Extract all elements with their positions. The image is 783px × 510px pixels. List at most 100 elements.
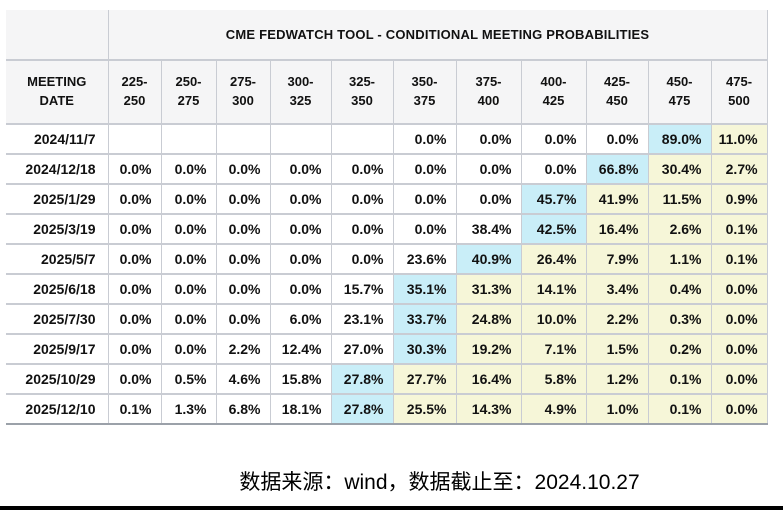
probability-cell: 30.3%: [392, 333, 457, 365]
probability-cell: 0.0%: [710, 303, 768, 335]
probability-cell: 0.3%: [647, 303, 712, 335]
header-line2: 325: [289, 93, 312, 108]
probability-cell: 7.1%: [520, 333, 587, 365]
header-line2: 425: [542, 93, 565, 108]
probability-cell: 0.1%: [647, 393, 712, 425]
probability-cell: [160, 123, 217, 155]
probability-cell: 19.2%: [455, 333, 522, 365]
meeting-date-cell: 2025/12/10: [6, 393, 109, 425]
probability-cell: 27.0%: [330, 333, 394, 365]
table-title: CME FEDWATCH TOOL - CONDITIONAL MEETING …: [107, 10, 768, 61]
probability-cell: 0.0%: [455, 123, 522, 155]
probability-cell: 0.4%: [647, 273, 712, 305]
probability-cell: 2.2%: [215, 333, 271, 365]
header-line1: 275-: [229, 74, 257, 90]
rate-range-header: 275- 300: [215, 59, 271, 125]
probability-cell: 0.0%: [215, 243, 271, 275]
probability-cell: 0.0%: [107, 183, 162, 215]
probability-cell: 1.0%: [585, 393, 649, 425]
probability-cell: [107, 123, 162, 155]
rate-range-header: 325- 350: [330, 59, 394, 125]
header-line1: 225-: [121, 74, 148, 90]
probability-cell: 0.0%: [107, 243, 162, 275]
probability-cell: 25.5%: [392, 393, 457, 425]
meeting-date-cell: 2025/3/19: [6, 213, 109, 245]
probability-cell: 0.0%: [107, 273, 162, 305]
probability-cell: 41.9%: [585, 183, 649, 215]
meeting-date-cell: 2025/9/17: [6, 333, 109, 365]
probability-cell: 0.0%: [269, 273, 332, 305]
header-line1: 325-: [348, 74, 376, 90]
table-row: 2024/12/18 0.0% 0.0% 0.0% 0.0% 0.0% 0.0% 0.0% 0.…: [6, 153, 768, 185]
probability-cell: 14.3%: [455, 393, 522, 425]
probability-cell: 0.1%: [107, 393, 162, 425]
table-row: 2025/5/7 0.0% 0.0% 0.0% 0.0% 0.0% 23.6% 40.9% 26…: [6, 243, 768, 275]
probability-cell: 7.9%: [585, 243, 649, 275]
probability-cell: 10.0%: [520, 303, 587, 335]
probability-cell: 18.1%: [269, 393, 332, 425]
probability-cell: 0.0%: [392, 153, 457, 185]
meeting-date-cell: 2024/11/7: [6, 123, 109, 155]
probability-cell: 0.0%: [160, 243, 217, 275]
probability-cell: 1.3%: [160, 393, 217, 425]
meeting-date-cell: 2025/10/29: [6, 363, 109, 395]
probability-cell: 11.0%: [710, 123, 768, 155]
probability-cell: 0.0%: [215, 153, 271, 185]
probability-cell: 35.1%: [392, 273, 457, 305]
probability-cell: 0.0%: [107, 213, 162, 245]
probability-cell: 0.0%: [215, 273, 271, 305]
probability-cell: 89.0%: [647, 123, 712, 155]
probability-cell: 0.0%: [107, 303, 162, 335]
header-line1: 450-: [666, 74, 693, 90]
header-line2: 450: [606, 93, 628, 108]
probability-cell: 0.0%: [330, 213, 394, 245]
probability-cell: 0.0%: [330, 183, 394, 215]
probability-cell: 31.3%: [455, 273, 522, 305]
probability-cell: 0.0%: [160, 273, 217, 305]
probability-cell: 0.0%: [455, 153, 522, 185]
probability-cell: 4.9%: [520, 393, 587, 425]
probability-cell: 0.0%: [160, 333, 217, 365]
probability-cell: 0.0%: [107, 333, 162, 365]
probability-cell: 0.0%: [710, 393, 768, 425]
probability-cell: 0.0%: [330, 243, 394, 275]
probability-cell: 4.6%: [215, 363, 271, 395]
header-line2: 475: [668, 93, 691, 108]
probability-cell: 6.0%: [269, 303, 332, 335]
probability-cell: 2.7%: [710, 153, 768, 185]
rate-range-header: 375- 400: [455, 59, 522, 125]
probability-cell: 45.7%: [520, 183, 587, 215]
probability-cell: 16.4%: [585, 213, 649, 245]
header-line2: 375: [413, 93, 436, 108]
table-head: CME FEDWATCH TOOL - CONDITIONAL MEETING …: [6, 10, 768, 125]
data-source-note: 数据来源：wind，数据截止至：2024.10.27: [239, 471, 640, 494]
probability-cell: 27.8%: [330, 393, 394, 425]
probability-cell: 0.0%: [160, 153, 217, 185]
probability-cell: 24.8%: [455, 303, 522, 335]
probability-cell: 27.8%: [330, 363, 394, 395]
probability-cell: [330, 123, 394, 155]
probability-cell: 0.0%: [710, 273, 768, 305]
meeting-date-cell: 2025/5/7: [6, 243, 109, 275]
rate-range-header: 475- 500: [710, 59, 768, 125]
table-row: 2025/12/10 0.1% 1.3% 6.8% 18.1% 27.8% 25.5% 14.…: [6, 393, 768, 425]
header-line2: 350: [351, 93, 373, 108]
probability-cell: 0.0%: [392, 183, 457, 215]
meeting-date-header: MEETING DATE: [6, 59, 109, 125]
fedwatch-table-container: CME FEDWATCH TOOL - CONDITIONAL MEETING …: [6, 10, 768, 425]
probability-cell: 0.0%: [215, 183, 271, 215]
probability-cell: 0.0%: [107, 153, 162, 185]
probability-cell: 0.9%: [710, 183, 768, 215]
meeting-date-cell: 2025/1/29: [6, 183, 109, 215]
probability-cell: 12.4%: [269, 333, 332, 365]
probability-cell: 1.1%: [647, 243, 712, 275]
probability-cell: 14.1%: [520, 273, 587, 305]
probability-cell: 0.0%: [215, 213, 271, 245]
probability-cell: 27.7%: [392, 363, 457, 395]
probability-cell: 2.2%: [585, 303, 649, 335]
fedwatch-table: CME FEDWATCH TOOL - CONDITIONAL MEETING …: [6, 10, 768, 425]
table-row: 2025/7/30 0.0% 0.0% 0.0% 6.0% 23.1% 33.7% 24.8%…: [6, 303, 768, 335]
probability-cell: 0.0%: [107, 363, 162, 395]
rate-range-header: 250- 275: [160, 59, 217, 125]
header-line1: 300-: [287, 74, 314, 90]
